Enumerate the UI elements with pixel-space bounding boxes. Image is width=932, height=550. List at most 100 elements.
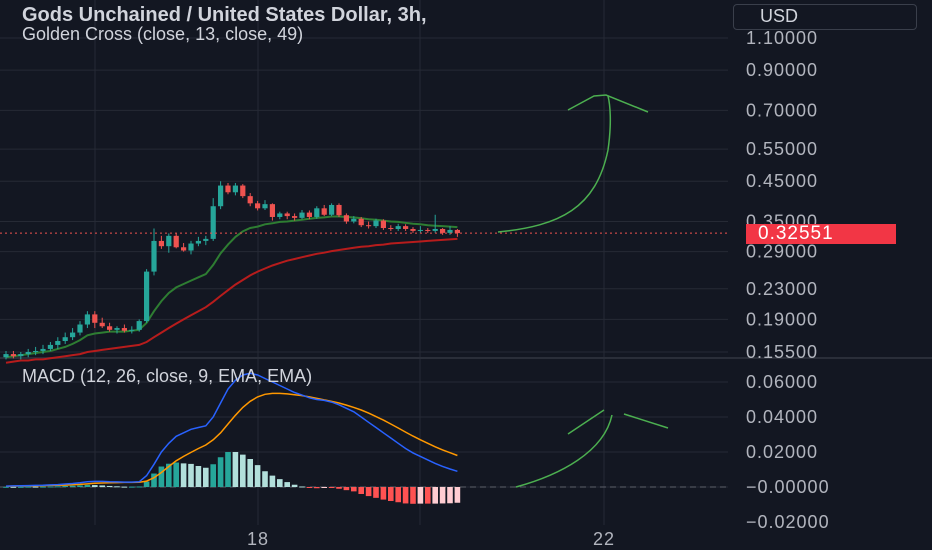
- candle-body: [195, 240, 201, 244]
- candle-body: [454, 229, 460, 234]
- histogram-bar: [454, 487, 461, 503]
- candle-body: [188, 243, 194, 251]
- histogram-bar: [203, 467, 209, 487]
- histogram-bar: [417, 487, 424, 504]
- indicator-legend[interactable]: Golden Cross (close, 13, close, 49): [22, 24, 304, 44]
- candle-body: [92, 314, 98, 323]
- price-projection-arrow: [497, 95, 612, 233]
- histogram-bar: [388, 487, 394, 501]
- histogram-bar: [195, 466, 202, 487]
- candle-body: [136, 321, 142, 330]
- histogram-bar: [336, 487, 342, 489]
- candle-body: [373, 220, 379, 227]
- histogram-bar: [40, 486, 46, 488]
- histogram-bar: [373, 487, 379, 498]
- histogram-bar: [173, 462, 179, 487]
- histogram-bar: [10, 486, 17, 488]
- chart-title: Gods Unchained / United States Dollar, 3…: [22, 4, 427, 26]
- candle-body: [255, 203, 261, 209]
- candle-body: [181, 247, 187, 251]
- histogram-bar: [225, 452, 231, 487]
- candle-body: [425, 229, 431, 231]
- candle-body: [18, 354, 24, 357]
- histogram-bar: [188, 463, 194, 487]
- candle-body: [440, 228, 446, 233]
- histogram-bar: [277, 479, 283, 487]
- candle-body: [314, 208, 320, 217]
- candle-body: [121, 328, 127, 331]
- candle-body: [292, 216, 298, 218]
- candle-body: [351, 218, 357, 222]
- macd-line: [5, 372, 458, 487]
- price-tick-label: 0.70000: [746, 100, 818, 120]
- candle-body: [33, 350, 39, 352]
- histogram-bar: [143, 481, 150, 487]
- macd-tick-label: −0.00000: [746, 477, 830, 497]
- histogram-bar: [99, 485, 105, 487]
- candle-body: [432, 228, 438, 231]
- candle-body: [358, 218, 364, 226]
- histogram-bar: [55, 486, 61, 488]
- histogram-bar: [3, 486, 9, 488]
- histogram-bar: [306, 487, 313, 488]
- ma-slow-line: [5, 237, 458, 364]
- price-tick-label: 0.19000: [746, 309, 818, 329]
- histogram-bar: [328, 487, 335, 488]
- candle-body: [343, 215, 349, 222]
- histogram-bar: [121, 486, 128, 488]
- histogram-bar: [262, 471, 268, 487]
- ma-fast-line: [5, 215, 458, 359]
- price-tick-label: 1.10000: [746, 28, 818, 48]
- macd-arrowhead-right: [623, 413, 669, 429]
- candle-body: [232, 185, 238, 193]
- histogram-bar: [432, 487, 438, 504]
- histogram-bar: [240, 454, 246, 487]
- candle-body: [40, 348, 46, 351]
- macd-projection-arrow: [515, 414, 613, 488]
- histogram-bar: [254, 465, 261, 487]
- histogram-bar: [69, 485, 76, 487]
- histogram-bar: [18, 486, 24, 488]
- candle-body: [321, 208, 327, 215]
- candle-body: [107, 326, 113, 330]
- histogram-bar: [32, 486, 39, 488]
- macd-tick-label: −0.02000: [746, 512, 830, 532]
- currency-selector[interactable]: USD: [733, 4, 917, 30]
- candle-body: [62, 337, 68, 342]
- candle-body: [70, 332, 76, 338]
- histogram-bar: [92, 485, 98, 487]
- candle-body: [166, 235, 172, 247]
- histogram-bar: [247, 459, 253, 487]
- candle-body: [395, 226, 401, 229]
- histogram-bar: [210, 464, 216, 487]
- histogram-bar: [365, 487, 372, 497]
- histogram-bar: [217, 457, 224, 487]
- histogram-bar: [151, 473, 157, 487]
- histogram-bar: [25, 486, 31, 488]
- candle-body: [144, 271, 150, 322]
- histogram-bar: [158, 466, 165, 487]
- histogram-bar: [425, 487, 431, 504]
- candle-body: [84, 314, 90, 325]
- candle-body: [3, 354, 9, 358]
- candle-body: [306, 212, 312, 217]
- macd-legend[interactable]: MACD (12, 26, close, 9, EMA, EMA): [22, 366, 313, 386]
- histogram-bar: [410, 487, 416, 504]
- histogram-bar: [106, 485, 113, 487]
- price-tick-label: 0.55000: [746, 139, 818, 159]
- candle-body: [388, 228, 394, 230]
- histogram-bar: [380, 487, 387, 500]
- candle-body: [55, 341, 61, 345]
- histogram-bar: [395, 487, 401, 503]
- histogram-bar: [114, 486, 120, 488]
- price-tick-label: 0.90000: [746, 60, 818, 80]
- candle-body: [447, 229, 453, 233]
- candle-body: [284, 213, 290, 217]
- price-arrowhead: [567, 94, 649, 113]
- histogram-bar: [84, 484, 91, 487]
- histogram-bar: [232, 452, 239, 487]
- macd-arrowhead-left: [567, 409, 605, 435]
- candle-body: [218, 185, 224, 207]
- histogram-bar: [321, 487, 327, 488]
